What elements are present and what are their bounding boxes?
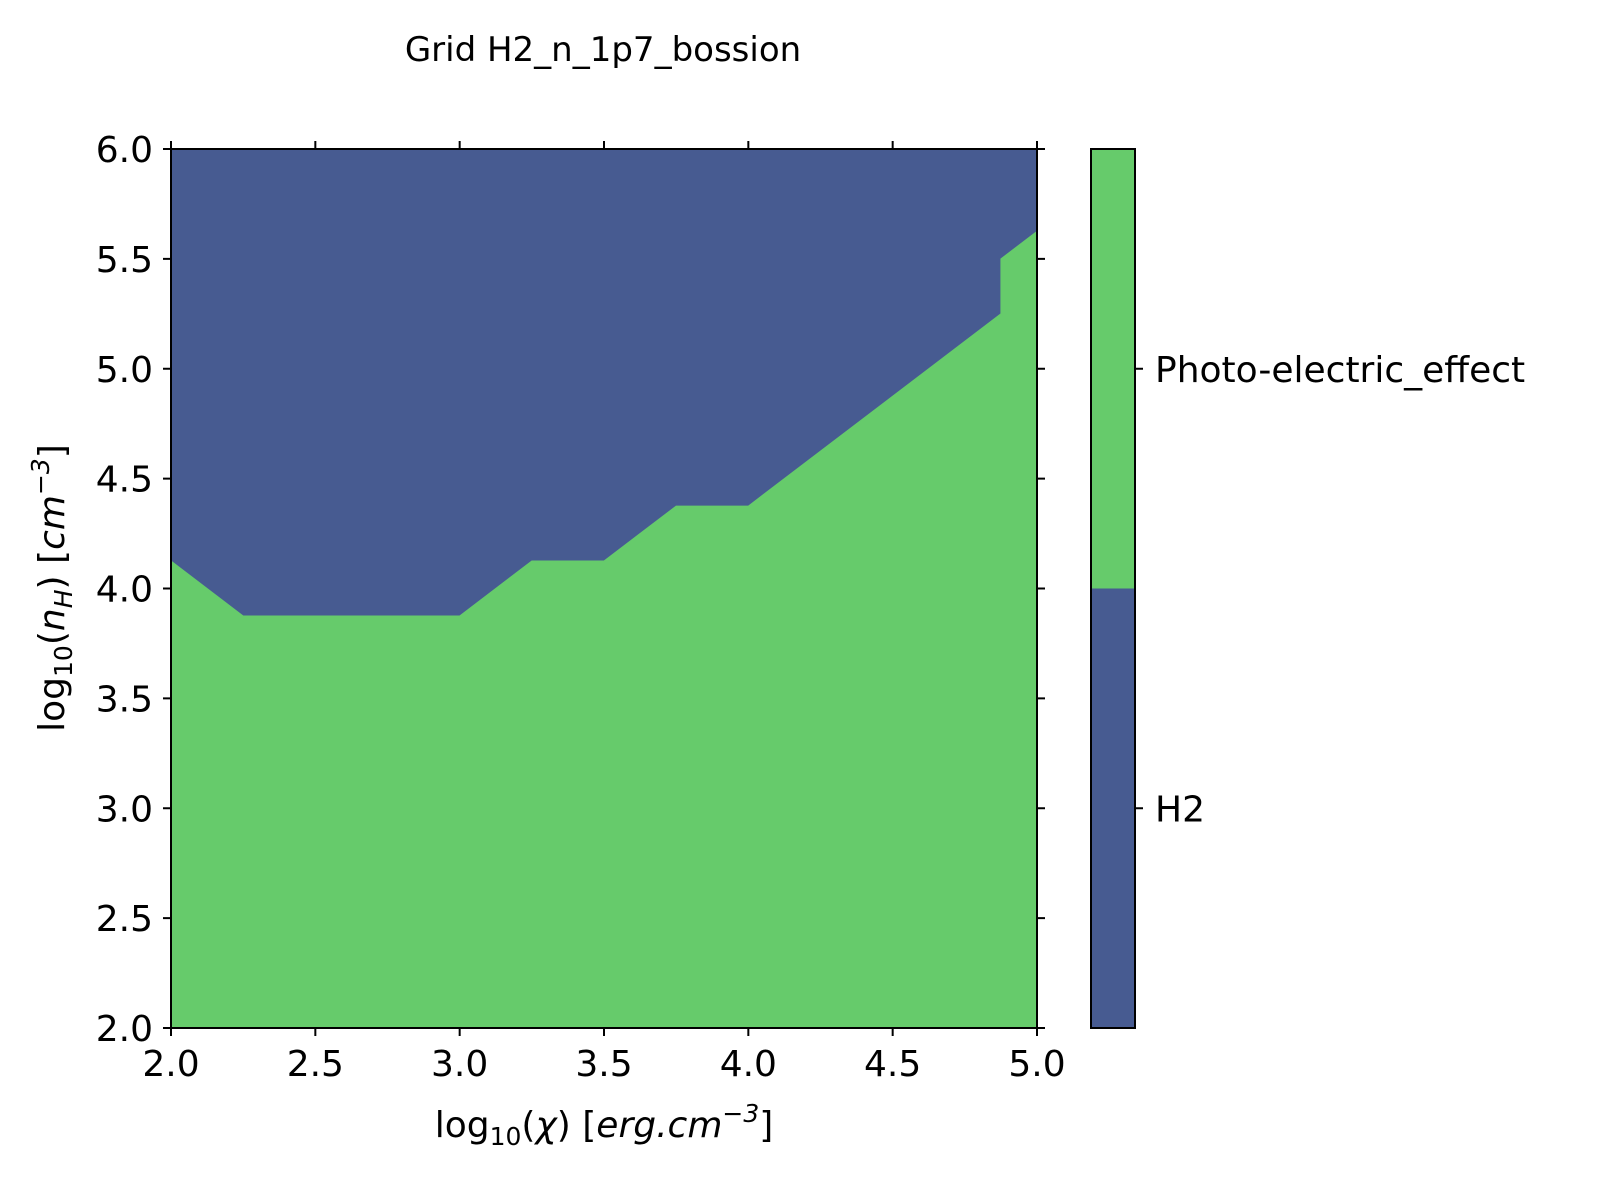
y-tick-label: 2.0 bbox=[96, 1009, 153, 1050]
y-tick-label: 4.5 bbox=[96, 460, 153, 501]
colorbar-frame bbox=[1090, 148, 1136, 1029]
x-tick-label: 2.0 bbox=[142, 1044, 199, 1085]
y-axis-label-unit-close: ] bbox=[32, 444, 73, 458]
chart-title: Grid H2_n_1p7_bossion bbox=[405, 30, 801, 70]
y-axis-label-prefix: log bbox=[32, 677, 73, 732]
x-axis-label-unit: erg.cm bbox=[596, 1105, 722, 1146]
y-axis-label-exponent: −3 bbox=[26, 458, 55, 495]
x-tick-label: 3.0 bbox=[431, 1044, 488, 1085]
plot-area bbox=[170, 148, 1038, 1029]
x-axis-label-exponent: −3 bbox=[722, 1099, 759, 1128]
colorbar-label: Photo-electric_effect bbox=[1155, 350, 1525, 391]
y-tick-label: 6.0 bbox=[96, 130, 153, 171]
x-axis-label-var: ( bbox=[521, 1105, 535, 1146]
y-axis-label-n: n bbox=[32, 608, 73, 631]
y-tick-label: 3.5 bbox=[96, 679, 153, 720]
x-axis: 2.0 2.5 3.0 3.5 4.0 4.5 5.0 bbox=[142, 141, 1066, 1085]
y-axis: 2.0 2.5 3.0 3.5 4.0 4.5 5.0 5.5 6.0 bbox=[96, 130, 1045, 1050]
y-axis-label-unit-open: ) [ bbox=[32, 550, 73, 590]
x-tick-label: 4.5 bbox=[864, 1044, 921, 1085]
y-tick-label: 2.5 bbox=[96, 899, 153, 940]
y-axis-label-unit: cm bbox=[32, 495, 73, 550]
x-axis-label-unit-close: ] bbox=[759, 1105, 773, 1146]
colorbar-segment-h2 bbox=[1091, 588, 1135, 1028]
y-axis-label: log10(nH) [cm−3] bbox=[26, 444, 78, 732]
x-tick-label: 5.0 bbox=[1008, 1044, 1065, 1085]
colorbar-label: H2 bbox=[1155, 789, 1205, 830]
y-tick-label: 5.5 bbox=[96, 240, 153, 281]
x-tick-label: 3.5 bbox=[575, 1044, 632, 1085]
x-tick-label: 4.0 bbox=[720, 1044, 777, 1085]
x-axis-label-prefix: log bbox=[435, 1105, 490, 1146]
x-axis-label-unit-open: ) [ bbox=[557, 1105, 597, 1146]
y-tick-label: 5.0 bbox=[96, 350, 153, 391]
x-axis-label-chi: χ bbox=[533, 1105, 558, 1146]
x-axis-label: log10(χ) [erg.cm−3] bbox=[435, 1099, 774, 1151]
y-tick-label: 3.0 bbox=[96, 789, 153, 830]
colorbar-segment-photo-electric-effect bbox=[1091, 149, 1135, 589]
y-axis-label-n-sub: H bbox=[49, 589, 78, 608]
y-tick-label: 4.0 bbox=[96, 570, 153, 611]
colorbar: H2 Photo-electric_effect bbox=[1090, 148, 1525, 1029]
x-axis-label-subscript: 10 bbox=[490, 1122, 522, 1151]
y-axis-label-paren: ( bbox=[32, 631, 73, 645]
y-axis-label-subscript: 10 bbox=[49, 645, 78, 677]
x-tick-label: 2.5 bbox=[287, 1044, 344, 1085]
